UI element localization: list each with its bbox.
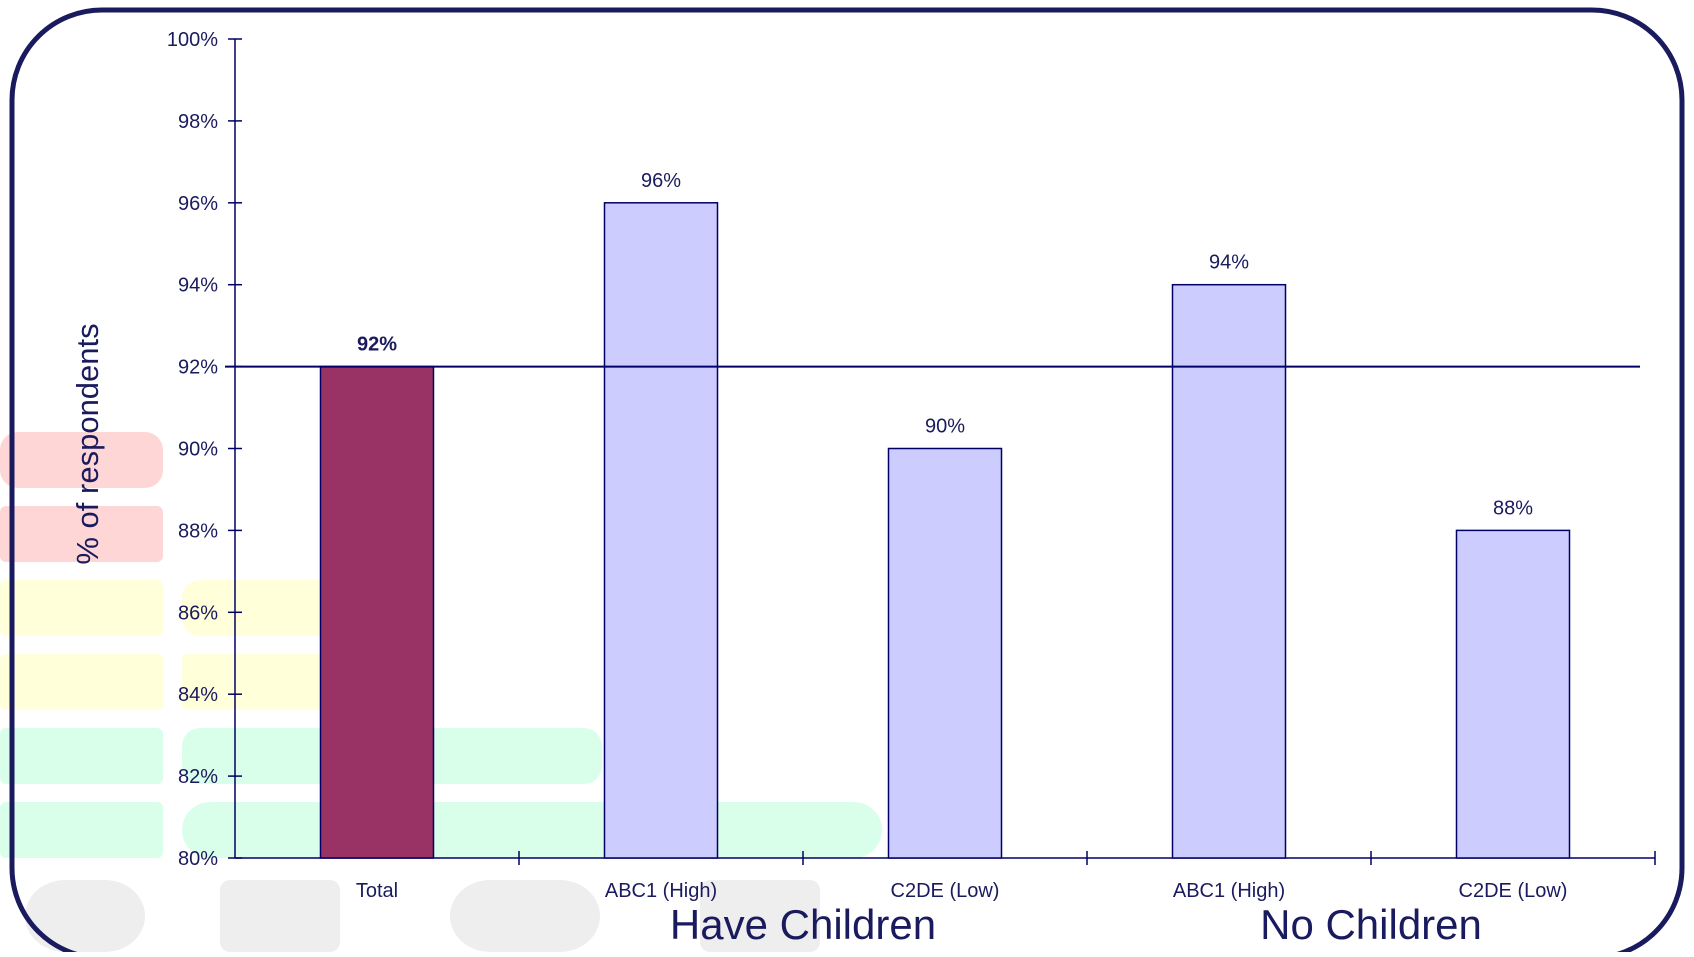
y-tick-label-8: 96% [178,193,218,215]
bar-3 [1171,283,1287,859]
bars [319,202,1571,859]
x-tick-label-1: ABC1 (High) [605,880,717,902]
y-tick-label-6: 92% [178,357,218,379]
value-label-4: 88% [1493,497,1533,519]
y-tick-label-2: 84% [178,684,218,706]
y-tick-label-7: 94% [178,275,218,297]
background-watermark [0,432,882,952]
x-tick-label-0: Total [356,880,398,902]
x-tick-label-3: ABC1 (High) [1173,880,1285,902]
group-label-0: Have Children [670,901,936,948]
value-label-2: 90% [925,416,965,438]
bar-0 [319,365,435,859]
y-tick-label-9: 98% [178,111,218,133]
y-tick-labels: 80% 82% 84% 86% 88% 90% 92% 94% 96% 98% 100% [167,29,218,870]
bar-4 [1455,529,1571,859]
group-label-1: No Children [1260,901,1482,948]
y-tick-label-0: 80% [178,848,218,870]
y-tick-label-4: 88% [178,520,218,542]
bar-1 [603,202,719,859]
x-tick-label-2: C2DE (Low) [891,880,1000,902]
chart-frame [9,7,1685,957]
x-tick-label-4: C2DE (Low) [1459,880,1568,902]
value-label-3: 94% [1209,252,1249,274]
bar-2 [887,447,1003,859]
y-tick-label-10: 100% [167,29,218,51]
value-label-0: 92% [357,334,397,356]
value-labels: 92% 96% 90% 94% 88% [357,170,1533,520]
y-tick-label-1: 82% [178,766,218,788]
x-tick-labels: Total ABC1 (High) C2DE (Low) ABC1 (High) C2D… [356,880,1568,902]
group-labels: Have Children No Children [670,901,1482,948]
y-tick-label-5: 90% [178,439,218,461]
y-tick-label-3: 86% [178,602,218,624]
value-label-1: 96% [641,170,681,192]
y-axis-label: % of respondents [70,323,105,564]
